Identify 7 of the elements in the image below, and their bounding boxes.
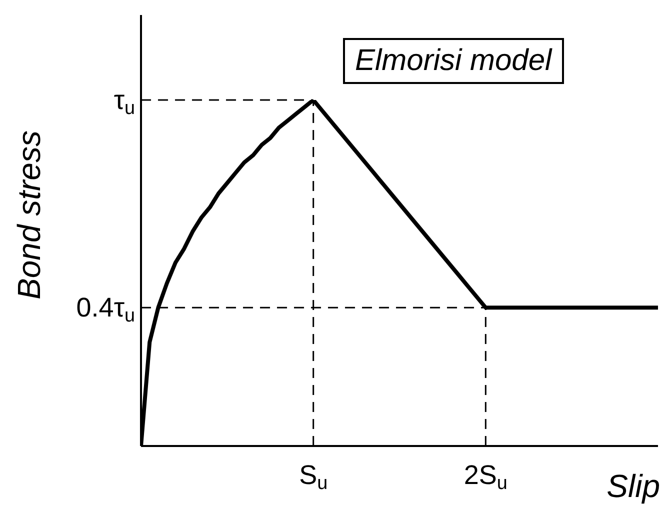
y-axis-title: Bond stress — [11, 130, 47, 300]
x-tick-label: S$_{u}$ — [299, 460, 328, 494]
x-axis-title: Slip — [606, 468, 660, 504]
x-tick-label: 2S$_{u}$ — [464, 460, 508, 494]
ref-line-label: 0.4τ$_{u}$ — [76, 292, 135, 326]
ref-line-label: τ$_{u}$ — [114, 85, 135, 119]
text: Elmorisi model — [343, 38, 564, 84]
